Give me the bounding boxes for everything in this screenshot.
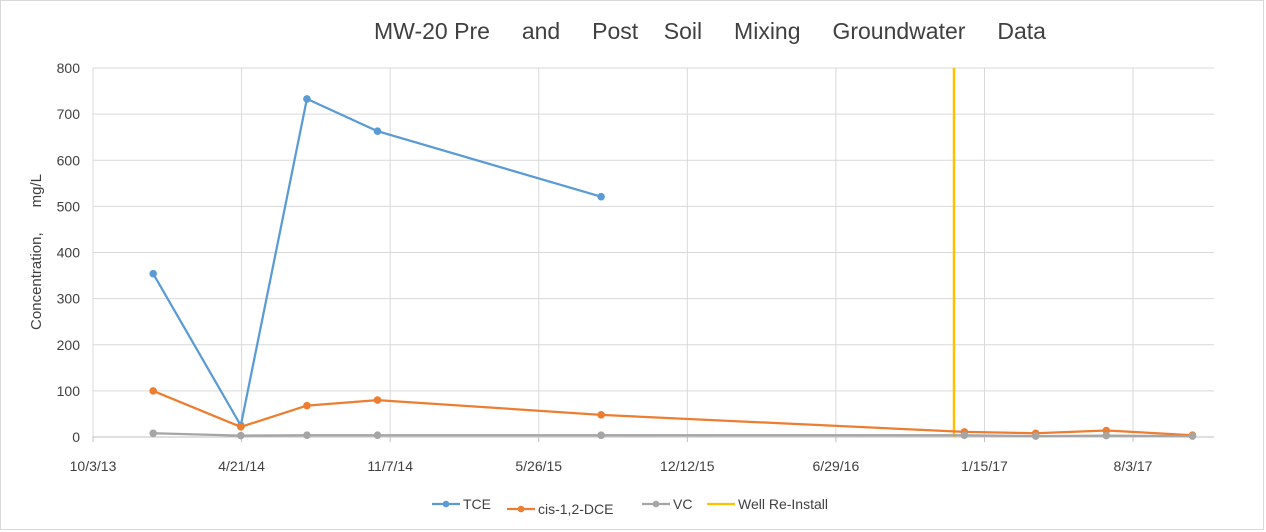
legend-label-tce: TCE <box>463 496 491 512</box>
y-tick-label: 800 <box>57 60 81 76</box>
vc-data-point <box>237 431 245 440</box>
tce-data-point <box>373 127 382 135</box>
y-tick-label: 300 <box>57 291 81 307</box>
y-tick-label: 700 <box>57 106 81 122</box>
cis-1-2-dce-series-line <box>152 389 1193 437</box>
tce-data-point <box>303 95 311 103</box>
x-tick-label: 6/29/16 <box>813 458 860 474</box>
x-tick-label: 8/3/17 <box>1114 458 1153 474</box>
x-tick-label: 10/3/13 <box>70 458 117 474</box>
axes: 0 100 200 300 400 500 600 700 800 10/3/13 4/21/14 1… <box>57 60 1214 474</box>
vc-data-point <box>1102 431 1111 440</box>
series-layer <box>149 95 1197 440</box>
legend-label-well-re-install: Well Re-Install <box>738 496 828 512</box>
cis-1-2-dce-data-point <box>149 387 157 395</box>
cis-1-2-dce-data-point <box>237 423 245 431</box>
y-tick-label: 0 <box>72 429 80 445</box>
vc-data-point <box>1188 432 1197 440</box>
vc-data-point <box>960 431 969 439</box>
legend-marker-tce <box>442 500 450 508</box>
vc-data-point <box>149 429 157 438</box>
y-axis-title: Concentration, mg/L <box>28 174 45 330</box>
legend-marker-vc <box>652 500 660 508</box>
vc-data-point <box>597 431 605 439</box>
cis-1-2-dce-data-point <box>303 401 311 410</box>
tce-data-point <box>597 192 605 201</box>
vc-data-point <box>373 431 382 439</box>
legend-label-cis-1-2-dce: cis-1,2-DCE <box>538 501 613 517</box>
vc-data-point <box>303 431 311 439</box>
cis-1-2-dce-data-point <box>373 396 382 404</box>
vc-data-point <box>1031 432 1040 440</box>
y-tick-label: 200 <box>57 337 81 353</box>
x-tick-label: 5/26/15 <box>515 458 562 474</box>
y-tick-label: 400 <box>57 245 81 261</box>
grid <box>93 67 1214 437</box>
chart-title: MW-20 Pre and Post Soil Mixing Groundwat… <box>374 18 1046 44</box>
legend: TCE cis-1,2-DCE VC Well Re-Install <box>432 496 828 517</box>
y-tick-label: 500 <box>57 198 81 214</box>
x-tick-label: 12/12/15 <box>660 458 715 474</box>
legend-marker-cis-1-2-dce <box>517 505 525 513</box>
tce-series-line <box>152 97 602 427</box>
x-tick-label: 1/15/17 <box>961 458 1008 474</box>
cis-1-2-dce-data-point <box>597 411 605 419</box>
y-tick-label: 600 <box>57 152 81 168</box>
y-tick-label: 100 <box>57 383 81 399</box>
x-tick-label: 11/7/14 <box>367 458 413 474</box>
tce-data-point <box>149 269 157 278</box>
legend-label-vc: VC <box>673 496 692 512</box>
x-tick-label: 4/21/14 <box>218 458 265 474</box>
